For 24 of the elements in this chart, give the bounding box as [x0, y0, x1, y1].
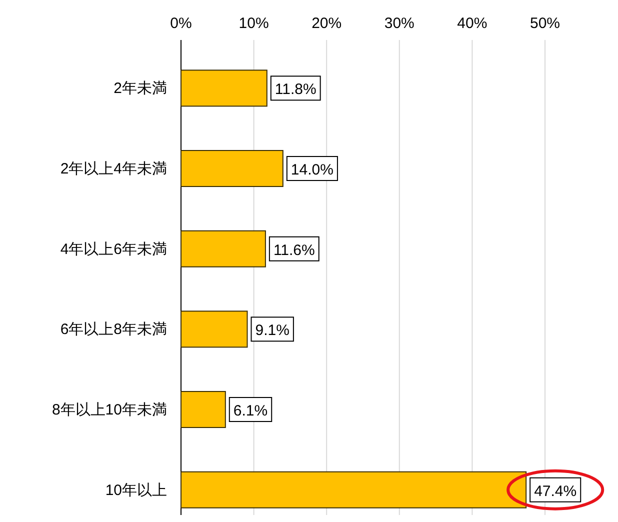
- data-label: 11.8%: [274, 81, 316, 98]
- y-tick-label: 10年以上: [105, 482, 167, 499]
- data-label: 6.1%: [233, 402, 268, 420]
- x-tick-label: 50%: [530, 15, 560, 32]
- x-tick-label: 0%: [170, 15, 192, 32]
- y-tick-label: 2年未満: [114, 80, 167, 98]
- bar: [180, 310, 248, 348]
- data-label: 47.4%: [534, 482, 577, 500]
- y-tick-label: 6年以上8年未満: [60, 321, 167, 338]
- x-tick-label: 30%: [384, 15, 414, 32]
- bar: [180, 391, 226, 428]
- y-tick-label: 2年以上4年未満: [60, 160, 167, 178]
- x-tick-label: 10%: [238, 15, 269, 32]
- bar: [180, 70, 268, 107]
- bar: [180, 230, 266, 268]
- data-label: 9.1%: [255, 322, 290, 340]
- data-label: 14.0%: [290, 162, 334, 178]
- y-tick-label: 4年以上6年未満: [60, 240, 167, 258]
- data-label: 11.6%: [273, 242, 315, 259]
- y-tick-label: 8年以上10年未満: [52, 402, 167, 418]
- bar: [180, 471, 527, 508]
- x-tick-label: 20%: [312, 15, 342, 32]
- bar: [180, 150, 284, 187]
- x-tick-label: 40%: [457, 15, 488, 32]
